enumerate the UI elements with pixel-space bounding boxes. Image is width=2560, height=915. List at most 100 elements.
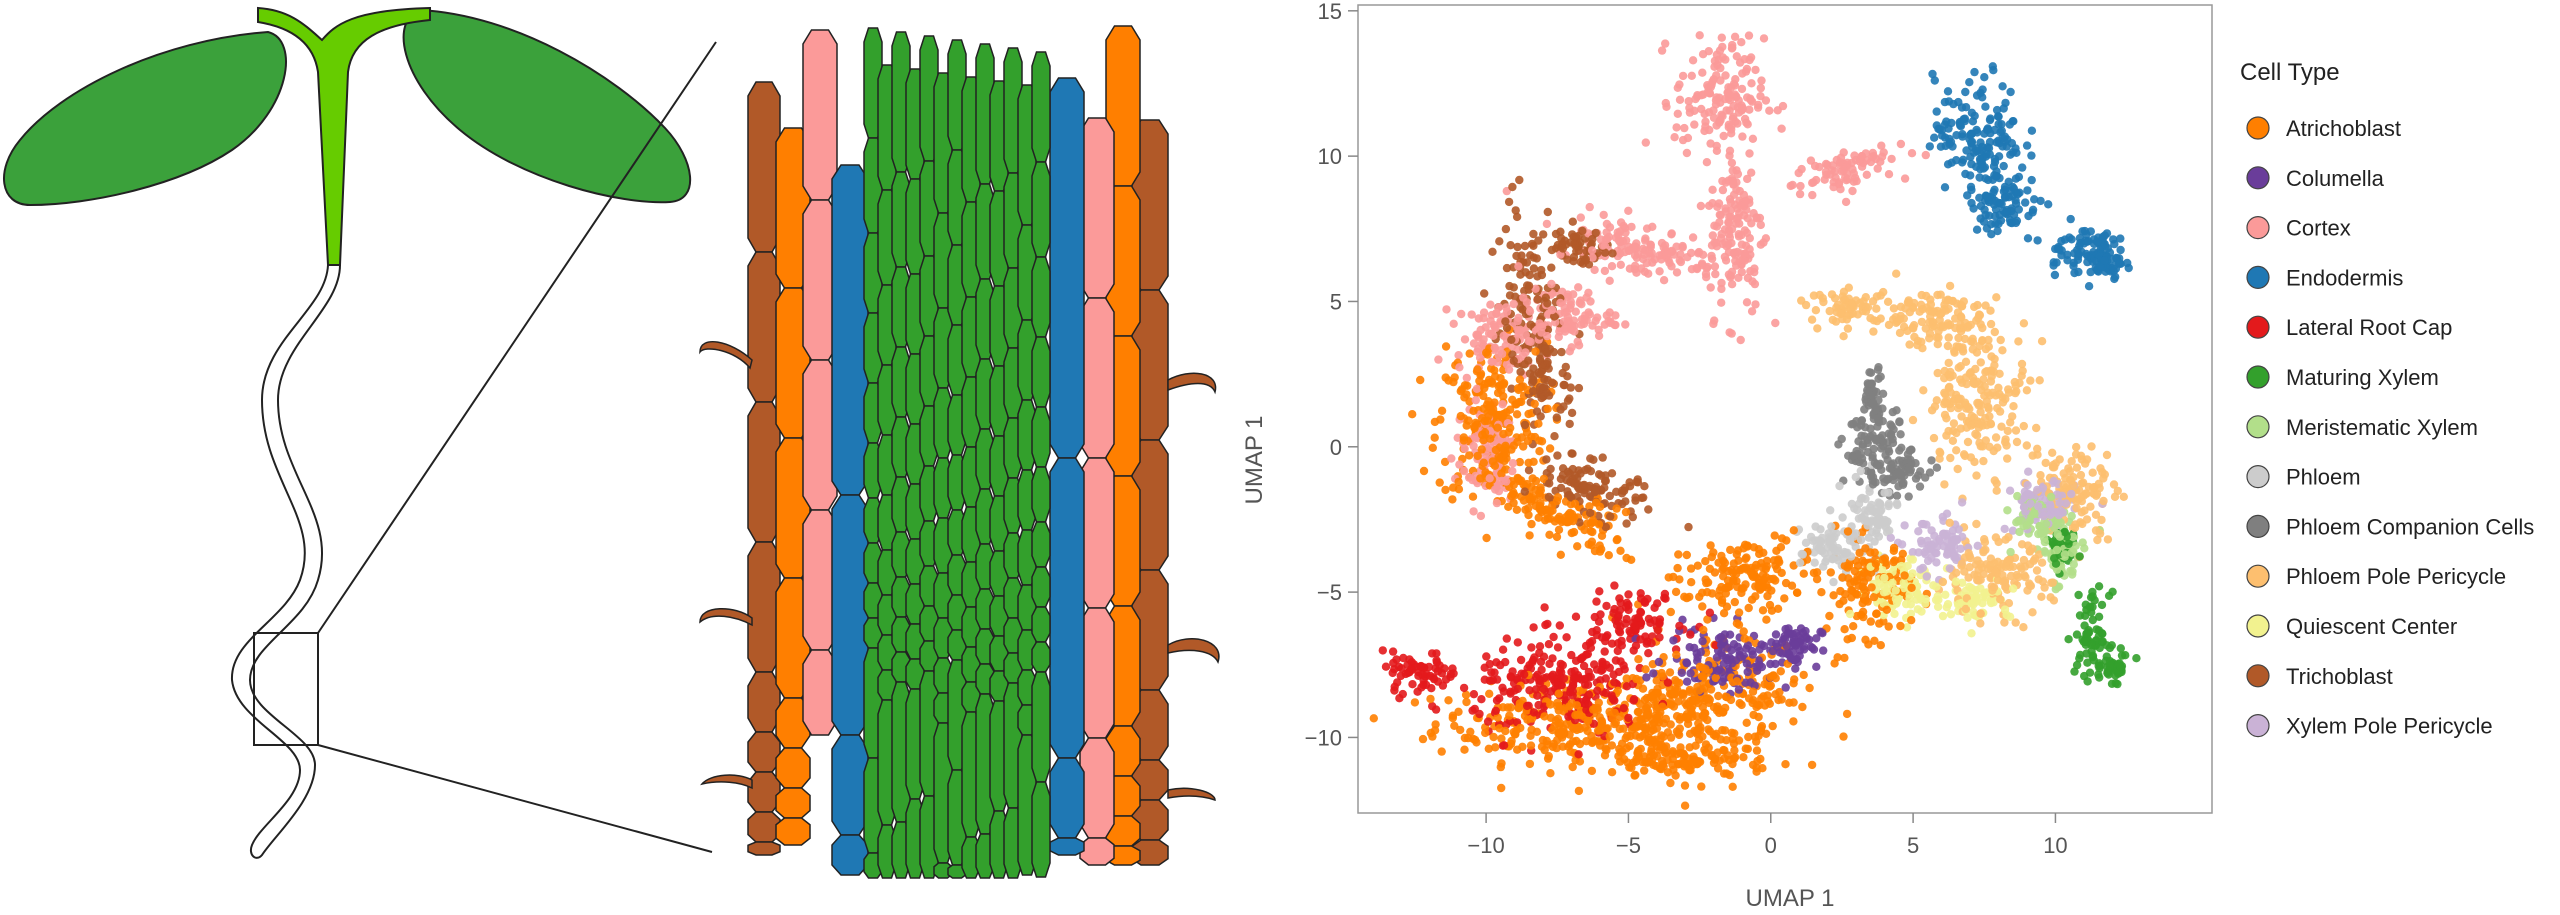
scatter-point bbox=[1727, 129, 1736, 138]
scatter-point bbox=[1683, 133, 1693, 143]
scatter-point bbox=[1789, 698, 1798, 707]
scatter-point bbox=[1600, 266, 1610, 276]
scatter-point bbox=[1951, 323, 1960, 333]
scatter-point bbox=[1876, 314, 1885, 323]
scatter-point bbox=[1748, 650, 1758, 659]
scatter-point bbox=[2088, 615, 2097, 625]
scatter-point bbox=[1712, 653, 1722, 662]
scatter-point bbox=[1819, 646, 1828, 655]
scatter-point bbox=[1431, 705, 1441, 714]
scatter-point bbox=[1699, 625, 1708, 635]
scatter-point bbox=[1907, 149, 1917, 158]
scatter-point bbox=[1602, 660, 1611, 669]
scatter-point bbox=[1939, 529, 1949, 538]
xylem-cell bbox=[1031, 161, 1051, 258]
scatter-point bbox=[1933, 368, 1942, 378]
scatter-point bbox=[1787, 581, 1797, 590]
scatter-point bbox=[1945, 373, 1955, 382]
scatter-point bbox=[1668, 747, 1678, 756]
scatter-point bbox=[1460, 745, 1469, 754]
scatter-point bbox=[2113, 679, 2122, 689]
scatter-point bbox=[1492, 696, 1502, 705]
scatter-point bbox=[1530, 399, 1539, 409]
scatter-point bbox=[2035, 376, 2044, 385]
scatter-point bbox=[2027, 175, 2036, 185]
scatter-point bbox=[1740, 114, 1750, 124]
scatter-point bbox=[2050, 270, 2060, 280]
scatter-point bbox=[2067, 511, 2076, 521]
scatter-point bbox=[1725, 146, 1735, 155]
scatter-point bbox=[1929, 539, 1939, 549]
scatter-point bbox=[1502, 634, 1512, 643]
scatter-point bbox=[1877, 141, 1886, 150]
scatter-point bbox=[1518, 742, 1527, 751]
scatter-point bbox=[1610, 581, 1619, 590]
scatter-point bbox=[1574, 283, 1583, 292]
scatter-point bbox=[2026, 499, 2035, 508]
scatter-point bbox=[1795, 558, 1805, 567]
scatter-point bbox=[2024, 467, 2033, 476]
scatter-point bbox=[1559, 317, 1569, 326]
scatter-point bbox=[1686, 564, 1696, 573]
scatter-point bbox=[1508, 182, 1517, 192]
scatter-point bbox=[1388, 647, 1398, 656]
scatter-point bbox=[1835, 481, 1844, 491]
scatter-points bbox=[1369, 31, 2141, 810]
scatter-point bbox=[1869, 327, 1878, 336]
scatter-point bbox=[1917, 317, 1927, 327]
scatter-point bbox=[1483, 717, 1493, 726]
scatter-point bbox=[1512, 410, 1522, 419]
scatter-point bbox=[2009, 584, 2018, 593]
scatter-point bbox=[1546, 464, 1555, 474]
scatter-point bbox=[1661, 98, 1671, 108]
xylem-cell bbox=[1031, 566, 1051, 608]
scatter-point bbox=[1652, 676, 1661, 685]
scatter-point bbox=[1600, 751, 1610, 760]
scatter-point bbox=[1708, 231, 1718, 240]
scatter-point bbox=[1434, 355, 1443, 364]
scatter-point bbox=[1889, 543, 1899, 553]
scatter-point bbox=[1932, 121, 1942, 130]
scatter-point bbox=[1600, 647, 1609, 656]
scatter-point bbox=[1737, 267, 1747, 277]
scatter-point bbox=[1717, 551, 1726, 561]
scatter-point bbox=[1674, 550, 1683, 559]
scatter-point bbox=[1754, 100, 1763, 110]
scatter-point bbox=[1592, 597, 1601, 606]
scatter-point bbox=[1468, 492, 1478, 501]
scatter-point bbox=[1488, 676, 1498, 685]
scatter-point bbox=[1658, 702, 1667, 711]
scatter-point bbox=[2013, 491, 2022, 501]
scatter-point bbox=[1731, 256, 1740, 266]
scatter-point bbox=[1836, 586, 1845, 596]
scatter-point bbox=[1568, 762, 1577, 772]
scatter-point bbox=[1812, 662, 1821, 671]
scatter-point bbox=[1477, 695, 1486, 704]
scatter-point bbox=[1797, 296, 1806, 305]
scatter-point bbox=[2022, 141, 2032, 150]
scatter-point bbox=[2040, 537, 2050, 547]
scatter-point bbox=[1981, 413, 1990, 423]
scatter-point bbox=[1479, 458, 1489, 467]
scatter-point bbox=[1547, 279, 1556, 289]
scatter-point bbox=[1991, 211, 2000, 221]
scatter-point bbox=[1755, 549, 1764, 559]
scatter-point bbox=[1498, 400, 1507, 409]
scatter-point bbox=[1868, 480, 1878, 489]
scatter-point bbox=[1970, 379, 1980, 389]
scatter-point bbox=[2004, 388, 2014, 397]
scatter-point bbox=[1736, 201, 1745, 211]
scatter-point bbox=[1591, 228, 1601, 238]
scatter-point bbox=[1690, 120, 1699, 129]
scatter-point bbox=[1470, 433, 1480, 442]
scatter-point bbox=[2082, 515, 2092, 524]
scatter-point bbox=[1954, 395, 1964, 404]
scatter-point bbox=[1917, 290, 1926, 300]
scatter-point bbox=[1720, 630, 1730, 639]
scatter-point bbox=[1930, 531, 1939, 541]
scatter-point bbox=[1852, 417, 1861, 426]
scatter-point bbox=[2019, 421, 2029, 431]
scatter-point bbox=[1641, 138, 1651, 147]
scatter-point bbox=[1869, 386, 1879, 396]
